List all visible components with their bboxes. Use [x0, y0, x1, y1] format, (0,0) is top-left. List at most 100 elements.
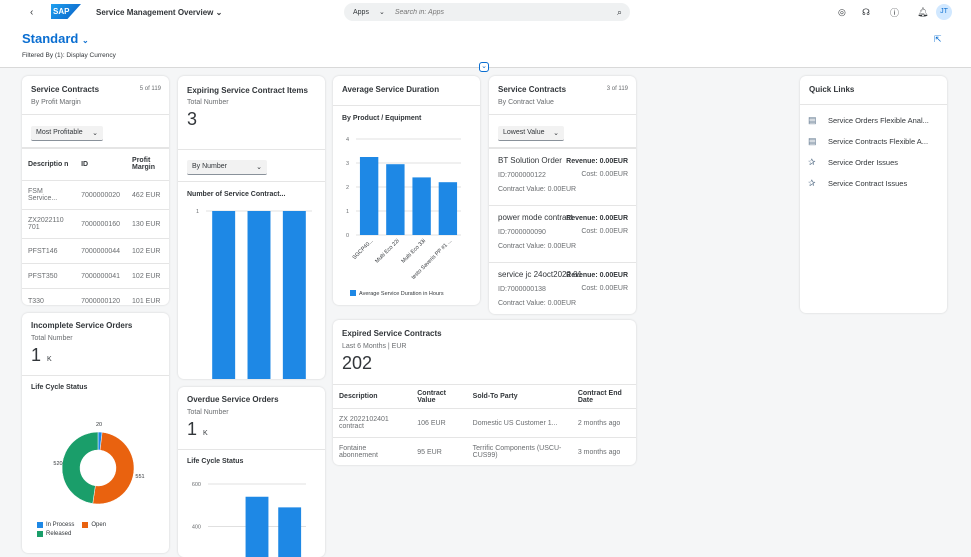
share-icon[interactable]: ⇱	[934, 34, 942, 44]
quick-link-label: Service Order Issues	[828, 158, 899, 167]
card-subtitle: Last 6 Months | EUR	[342, 343, 407, 350]
table-cell: ZX 2022102401 contract	[339, 416, 389, 430]
avatar[interactable]: JT	[936, 4, 952, 20]
table-cell: Terrific Components (USCU-CUS99)	[472, 445, 562, 460]
donut-slice[interactable]	[61, 431, 99, 504]
list-item[interactable]: service jc 24oct2022 01 ID:7000000138 Cont…	[489, 263, 636, 315]
kpi-number: 1	[187, 419, 198, 439]
item-count: 5 of 119	[139, 86, 161, 92]
y-tick-label: 600	[192, 482, 201, 488]
search-icon[interactable]: ⌕	[616, 6, 622, 17]
slice-label: 20	[96, 422, 102, 428]
table-cell: 7000000041	[81, 272, 121, 280]
table-row[interactable]: ZX 2022102401 contract 106 EUR Domestic US…	[333, 408, 636, 438]
col-header: Sold-To Party	[472, 393, 518, 400]
list-item[interactable]: power mode contract ID:7000000090 Contract…	[489, 206, 636, 263]
contract-name: power mode contract	[498, 212, 573, 222]
quick-link[interactable]: ✰ Service Contract Issues	[800, 173, 947, 194]
quick-links-card[interactable]: Quick Links ▤ Service Orders Flexible Ana…	[800, 76, 947, 313]
table-cell: 130 EUR	[132, 220, 161, 228]
bar[interactable]	[282, 211, 306, 379]
app-title[interactable]: Service Management Overview ⌄	[96, 7, 223, 17]
table-row[interactable]: PFST146 7000000044 102 EUR	[22, 238, 169, 264]
copilot-icon[interactable]: ◎	[838, 6, 846, 17]
x-tick-label: Multi Eco 33i	[401, 238, 428, 265]
y-tick-label: 3	[346, 161, 349, 167]
quick-link[interactable]: ✰ Service Order Issues	[800, 152, 947, 173]
quick-link[interactable]: ▤ Service Contracts Flexible A...	[800, 131, 947, 152]
search-bar[interactable]: Apps ⌄ ⌕	[344, 3, 630, 21]
bar[interactable]	[212, 211, 236, 379]
contract-id: ID:7000000122	[498, 171, 546, 179]
cost: Cost: 0.00EUR	[581, 170, 628, 178]
bar[interactable]	[386, 164, 405, 235]
chart-title: Life Cycle Status	[31, 384, 88, 391]
kpi-unit: K	[47, 356, 52, 363]
donut-slice[interactable]	[92, 431, 135, 505]
sap-logo: SAP	[51, 4, 81, 19]
table-row[interactable]: PFST350 7000000041 102 EUR	[22, 263, 169, 289]
bar[interactable]	[359, 157, 379, 235]
card-title: Quick Links	[809, 85, 855, 94]
kpi-unit: K	[203, 430, 208, 437]
cost: Cost: 0.00EUR	[581, 227, 628, 235]
table-cell: 2 months ago	[577, 419, 621, 427]
card-title: Expired Service Contracts	[342, 329, 442, 338]
search-input[interactable]	[394, 8, 595, 16]
bar[interactable]	[245, 496, 269, 557]
pin-icon: ✰	[808, 157, 816, 167]
expiring-contract-items-card[interactable]: Expiring Service Contract Items Total Num…	[178, 76, 325, 379]
card-title: Service Contracts	[498, 85, 567, 94]
variant-selector[interactable]: Standard ⌄	[22, 31, 89, 46]
average-service-duration-card[interactable]: Average Service Duration By Product / Eq…	[333, 76, 480, 305]
pin-icon: ✰	[808, 178, 816, 188]
help-icon[interactable]: ⓘ	[890, 7, 900, 18]
bell-icon[interactable]: 🔔︎	[917, 6, 929, 17]
service-contracts-margin-card[interactable]: Service Contracts By Profit Margin 5 of 1…	[22, 76, 169, 305]
incomplete-service-orders-card[interactable]: Incomplete Service Orders Total Number 1 K …	[22, 313, 169, 553]
back-icon[interactable]: ‹	[30, 6, 34, 18]
bar[interactable]	[412, 177, 431, 235]
table-row[interactable]: ZX2022110 701 7000000160 130 EUR	[22, 209, 169, 239]
table-row[interactable]: Fontaine abonnement 95 EUR Terrific Compon…	[333, 437, 636, 466]
sort-select[interactable]: Lowest Value ⌄	[498, 125, 564, 141]
group-select[interactable]: By Number ⌄	[187, 159, 267, 175]
legend-swatch	[37, 522, 43, 528]
chevron-down-icon[interactable]: ⌄	[378, 9, 385, 16]
card-subtitle: By Profit Margin	[31, 99, 81, 106]
life-cycle-donut-chart: 20 551 520	[53, 422, 145, 505]
legend-swatch	[82, 522, 89, 528]
contract-id: ID:7000000090	[498, 228, 546, 236]
table-cell: ZX2022110 701	[28, 217, 64, 231]
search-scope-select[interactable]: Apps	[353, 8, 369, 16]
list-item[interactable]: BT Solution Order ID:7000000122 Contract V…	[489, 149, 636, 206]
y-tick-label: 1	[346, 209, 349, 215]
slice-label: 520	[53, 461, 62, 467]
bar[interactable]	[438, 182, 458, 235]
service-contracts-value-card[interactable]: Service Contracts By Contract Value 3 of …	[489, 76, 636, 314]
chart-title: Life Cycle Status	[187, 458, 244, 465]
table-cell: Fontaine abonnement	[339, 445, 378, 460]
quick-link[interactable]: ▤ Service Orders Flexible Anal...	[800, 110, 947, 131]
overdue-service-orders-card[interactable]: Overdue Service Orders Total Number 1 K Lif…	[178, 387, 325, 557]
table-row[interactable]: FSM Service... 7000000020 462 EUR	[22, 180, 169, 210]
contract-name: service jc 24oct2022 01	[498, 269, 583, 279]
sort-value: Lowest Value	[503, 129, 545, 136]
kpi-number: 1	[31, 345, 42, 365]
col-header: Contract End Date	[577, 389, 622, 404]
expand-header-button[interactable]: ⌄	[479, 62, 489, 72]
contract-value: Contract Value: 0.00EUR	[498, 299, 577, 307]
bar[interactable]	[247, 211, 271, 379]
bar[interactable]	[278, 507, 302, 557]
legend-item: Open	[82, 522, 106, 528]
headset-icon[interactable]: ☊	[862, 6, 870, 17]
table-cell: 7000000020	[81, 191, 121, 199]
expired-service-contracts-card[interactable]: Expired Service Contracts Last 6 Months |…	[333, 320, 636, 465]
card-title: Overdue Service Orders	[187, 395, 279, 404]
sort-select[interactable]: Most Profitable ⌄	[31, 125, 103, 141]
revenue: Revenue: 0.00EUR	[566, 157, 628, 165]
table-row[interactable]: T330 7000000120 101 EUR	[22, 288, 169, 306]
report-icon: ▤	[808, 115, 817, 125]
table-cell: Domestic US Customer 1...	[472, 419, 558, 427]
